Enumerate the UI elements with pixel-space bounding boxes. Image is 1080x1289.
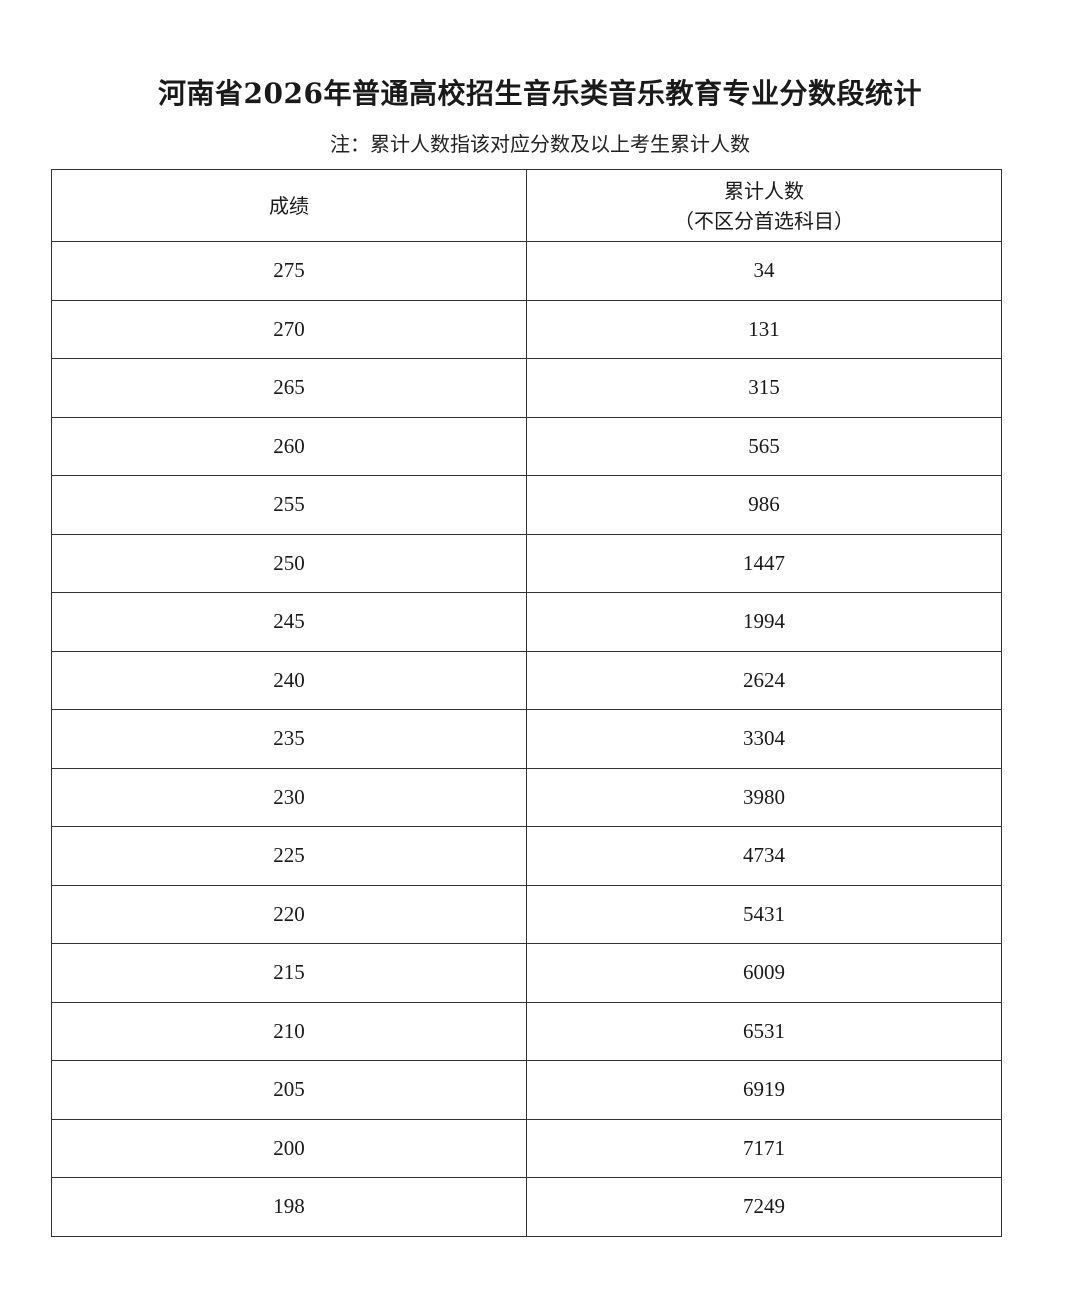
cumulative-count-cell: 1447: [526, 533, 1002, 593]
score-cell: 265: [51, 358, 527, 418]
score-distribution-table: 成绩 累计人数 （不区分首选科目） 275 34 270 131 265 315 260 56…: [51, 169, 1002, 1237]
cumulative-count-cell: 131: [526, 299, 1002, 359]
score-cell: 270: [51, 299, 527, 359]
cumulative-count-cell: 34: [526, 241, 1002, 301]
table-row: 245 1994: [51, 592, 1002, 652]
cumulative-count-cell: 2624: [526, 650, 1002, 710]
table-row: 270 131: [51, 299, 1002, 359]
table-row: 235 3304: [51, 709, 1002, 769]
page-title: 河南省2026年普通高校招生音乐类音乐教育专业分数段统计: [158, 77, 922, 110]
table-row: 225 4734: [51, 826, 1002, 886]
score-cell: 200: [51, 1118, 527, 1178]
table-row: 250 1447: [51, 533, 1002, 593]
score-cell: 235: [51, 709, 527, 769]
table-row: 220 5431: [51, 884, 1002, 944]
cumulative-count-cell: 315: [526, 358, 1002, 418]
cumulative-count-cell: 4734: [526, 826, 1002, 886]
cumulative-count-cell: 986: [526, 475, 1002, 535]
table-row: 198 7249: [51, 1177, 1002, 1237]
cumulative-count-cell: 3980: [526, 767, 1002, 827]
header-score: 成绩: [51, 169, 527, 242]
score-cell: 230: [51, 767, 527, 827]
cumulative-count-cell: 7171: [526, 1118, 1002, 1178]
score-cell: 220: [51, 884, 527, 944]
score-cell: 255: [51, 475, 527, 535]
table-note: 注：累计人数指该对应分数及以上考生累计人数: [330, 132, 750, 156]
score-cell: 198: [51, 1177, 527, 1237]
score-cell: 215: [51, 943, 527, 1003]
score-cell: 250: [51, 533, 527, 593]
score-cell: 245: [51, 592, 527, 652]
table-row: 260 565: [51, 416, 1002, 476]
table-row: 200 7171: [51, 1118, 1002, 1178]
table-row: 230 3980: [51, 767, 1002, 827]
cumulative-count-cell: 7249: [526, 1177, 1002, 1237]
header-cumulative-label: 累计人数: [724, 178, 804, 203]
table-row: 240 2624: [51, 650, 1002, 710]
score-cell: 225: [51, 826, 527, 886]
table-row: 205 6919: [51, 1060, 1002, 1120]
score-cell: 275: [51, 241, 527, 301]
header-cumulative-sublabel: （不区分首选科目）: [674, 208, 854, 233]
table-row: 275 34: [51, 241, 1002, 301]
table-header-row: 成绩 累计人数 （不区分首选科目）: [51, 169, 1002, 242]
cumulative-count-cell: 6531: [526, 1001, 1002, 1061]
table-row: 255 986: [51, 475, 1002, 535]
table-row: 265 315: [51, 358, 1002, 418]
table-row: 215 6009: [51, 943, 1002, 1003]
cumulative-count-cell: 6919: [526, 1060, 1002, 1120]
table-row: 210 6531: [51, 1001, 1002, 1061]
score-cell: 205: [51, 1060, 527, 1120]
score-cell: 210: [51, 1001, 527, 1061]
header-cumulative: 累计人数 （不区分首选科目）: [526, 169, 1002, 242]
cumulative-count-cell: 3304: [526, 709, 1002, 769]
score-cell: 240: [51, 650, 527, 710]
cumulative-count-cell: 6009: [526, 943, 1002, 1003]
cumulative-count-cell: 1994: [526, 592, 1002, 652]
cumulative-count-cell: 565: [526, 416, 1002, 476]
header-score-label: 成绩: [269, 193, 309, 218]
cumulative-count-cell: 5431: [526, 884, 1002, 944]
score-cell: 260: [51, 416, 527, 476]
